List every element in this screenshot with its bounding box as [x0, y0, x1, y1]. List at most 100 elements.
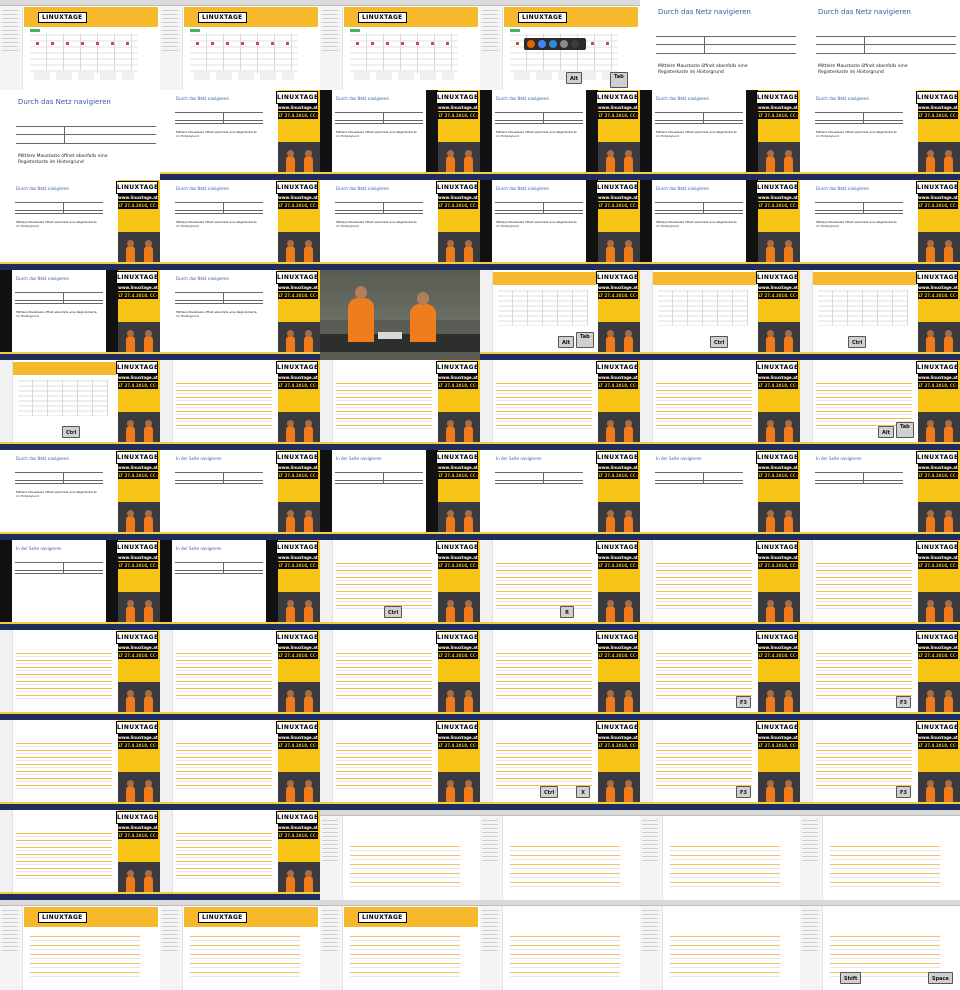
- speaker-figure: [766, 420, 775, 442]
- video-thumbnail[interactable]: In der Seite navigieren LINUXTAGE www.linu…: [160, 540, 320, 630]
- browser-sidebar: [160, 906, 183, 990]
- video-thumbnail[interactable]: LINUXTAGE Alt Tab: [480, 0, 640, 90]
- video-thumbnail[interactable]: LINUXTAGE www.linuxtage.at LT 27.4.2018, C…: [800, 270, 960, 360]
- speaker-figure: [624, 780, 633, 802]
- video-thumbnail[interactable]: In der Seite navigieren LINUXTAGE www.linu…: [160, 450, 320, 540]
- video-thumbnail[interactable]: Durch das Netz navigieren Mittlere Mausta…: [640, 0, 800, 90]
- video-thumbnail[interactable]: LINUXTAGE www.linuxtage.at LT 27.4.2018, C…: [320, 630, 480, 720]
- key-space-overlay: Space: [928, 972, 953, 984]
- video-thumbnail[interactable]: LINUXTAGE: [0, 0, 160, 90]
- browser-sidebar: [160, 6, 183, 90]
- video-thumbnail[interactable]: LINUXTAGE www.linuxtage.at LT 27.4.2018, C…: [480, 630, 640, 720]
- video-thumbnail[interactable]: LINUXTAGE: [0, 900, 160, 990]
- video-thumbnail[interactable]: Durch das Netz navigieren Mittlere Mausta…: [800, 0, 960, 90]
- video-thumbnail[interactable]: In der Seite navigieren LINUXTAGE www.linu…: [480, 450, 640, 540]
- video-thumbnail[interactable]: LINUXTAGE www.linuxtage.at LT 27.4.2018, C…: [800, 540, 960, 630]
- video-thumbnail[interactable]: Durch das Netz navigieren Mittlere Mausta…: [480, 90, 640, 180]
- video-thumbnail[interactable]: LINUXTAGE www.linuxtage.at LT 27.4.2018, C…: [640, 270, 800, 360]
- slide-title: In der Seite navigieren: [176, 546, 222, 551]
- stream-bottom-bar: [640, 804, 800, 810]
- video-thumbnail[interactable]: Durch das Netz navigieren Mittlere Mausta…: [160, 90, 320, 180]
- video-thumbnail[interactable]: LINUXTAGE www.linuxtage.at LT 27.4.2018, C…: [0, 810, 160, 900]
- video-thumbnail[interactable]: LINUXTAGE: [320, 900, 480, 990]
- shortcut-table: [175, 112, 263, 124]
- video-thumbnail[interactable]: Durch das Netz navigieren Mittlere Mausta…: [320, 180, 480, 270]
- video-thumbnail[interactable]: [640, 810, 800, 900]
- browser-sidebar: [0, 720, 13, 802]
- video-thumbnail[interactable]: In der Seite navigieren LINUXTAGE www.linu…: [800, 450, 960, 540]
- video-thumbnail[interactable]: Durch das Netz navigieren Mittlere Mausta…: [480, 180, 640, 270]
- video-thumbnail[interactable]: Durch das Netz navigieren Mittlere Mausta…: [800, 180, 960, 270]
- stream-license-label: LT 27.4.2018, CC-BY 3.0: [278, 112, 318, 125]
- speaker-figure: [446, 420, 455, 442]
- video-thumbnail[interactable]: LINUXTAGE: [160, 900, 320, 990]
- video-thumbnail[interactable]: LINUXTAGE www.linuxtage.at LT 27.4.2018, C…: [800, 720, 960, 810]
- video-thumbnail[interactable]: LINUXTAGE www.linuxtage.at LT 27.4.2018, C…: [0, 360, 160, 450]
- video-thumbnail[interactable]: [640, 900, 800, 990]
- stream-bottom-bar: [640, 354, 800, 360]
- article-text-lines: [816, 560, 912, 612]
- video-thumbnail[interactable]: Durch das Netz navigieren Mittlere Mausta…: [640, 180, 800, 270]
- shortcut-table: [15, 202, 103, 214]
- video-thumbnail[interactable]: LINUXTAGE www.linuxtage.at LT 27.4.2018, C…: [480, 720, 640, 810]
- video-thumbnail[interactable]: LINUXTAGE www.linuxtage.at LT 27.4.2018, C…: [320, 720, 480, 810]
- speaker-figure: [624, 690, 633, 712]
- video-thumbnail[interactable]: LINUXTAGE www.linuxtage.at LT 27.4.2018, C…: [480, 540, 640, 630]
- stream-license-label: LT 27.4.2018, CC-BY 3.0: [438, 112, 478, 125]
- video-thumbnail[interactable]: [480, 810, 640, 900]
- speaker-camera-inset: [598, 772, 640, 802]
- video-thumbnail[interactable]: Durch das Netz navigieren Mittlere Mausta…: [640, 90, 800, 180]
- video-thumbnail[interactable]: In der Seite navigieren LINUXTAGE www.linu…: [640, 450, 800, 540]
- video-thumbnail[interactable]: Durch das Netz navigieren Mittlere Mausta…: [160, 180, 320, 270]
- schedule-table: [18, 380, 108, 416]
- video-thumbnail[interactable]: LINUXTAGE: [160, 0, 320, 90]
- article-text-lines: [176, 740, 272, 792]
- video-thumbnail[interactable]: LINUXTAGE www.linuxtage.at LT 27.4.2018, C…: [160, 630, 320, 720]
- video-thumbnail[interactable]: LINUXTAGE www.linuxtage.at LT 27.4.2018, C…: [320, 360, 480, 450]
- video-thumbnail[interactable]: LINUXTAGE www.linuxtage.at LT 27.4.2018, C…: [160, 810, 320, 900]
- video-thumbnail[interactable]: LINUXTAGE www.linuxtage.at LT 27.4.2018, C…: [320, 540, 480, 630]
- video-thumbnail[interactable]: LINUXTAGE www.linuxtage.at LT 27.4.2018, C…: [480, 270, 640, 360]
- video-thumbnail[interactable]: [320, 270, 480, 360]
- article-text-lines: [830, 842, 940, 888]
- video-thumbnail[interactable]: Shift Space: [800, 900, 960, 990]
- video-thumbnail[interactable]: LINUXTAGE: [320, 0, 480, 90]
- video-thumbnail[interactable]: [320, 810, 480, 900]
- video-thumbnail[interactable]: LINUXTAGE www.linuxtage.at LT 27.4.2018, C…: [0, 630, 160, 720]
- video-thumbnail[interactable]: In der Seite navigieren LINUXTAGE www.linu…: [0, 540, 160, 630]
- slide-title: Durch das Netz navigieren: [176, 96, 230, 101]
- video-thumbnail[interactable]: LINUXTAGE www.linuxtage.at LT 27.4.2018, C…: [0, 720, 160, 810]
- browser-toolbar: [800, 900, 960, 906]
- shortcut-table: [656, 36, 796, 54]
- video-thumbnail[interactable]: LINUXTAGE www.linuxtage.at LT 27.4.2018, C…: [160, 720, 320, 810]
- speaker-figure: [286, 150, 295, 172]
- video-thumbnail[interactable]: LINUXTAGE www.linuxtage.at LT 27.4.2018, C…: [640, 360, 800, 450]
- video-thumbnail[interactable]: Durch das Netz navigieren Mittlere Mausta…: [320, 90, 480, 180]
- video-thumbnail[interactable]: LINUXTAGE www.linuxtage.at LT 27.4.2018, C…: [640, 540, 800, 630]
- video-thumbnail[interactable]: Durch das Netz navigieren Mittlere Mausta…: [0, 270, 160, 360]
- speaker-camera-inset: [278, 592, 320, 622]
- video-thumbnail[interactable]: Durch das Netz navigieren Mittlere Mausta…: [160, 270, 320, 360]
- shortcut-table: [495, 112, 583, 124]
- speaker-figure: [944, 510, 953, 532]
- stream-license-label: LT 27.4.2018, CC-BY 3.0: [758, 112, 798, 125]
- video-thumbnail[interactable]: Durch das Netz navigieren Mittlere Mausta…: [0, 180, 160, 270]
- stream-license-label: LT 27.4.2018, CC-BY 3.0: [278, 202, 318, 215]
- video-thumbnail[interactable]: LINUXTAGE www.linuxtage.at LT 27.4.2018, C…: [640, 630, 800, 720]
- video-thumbnail[interactable]: In der Seite navigieren LINUXTAGE www.linu…: [320, 450, 480, 540]
- video-thumbnail[interactable]: LINUXTAGE www.linuxtage.at LT 27.4.2018, C…: [800, 360, 960, 450]
- video-thumbnail[interactable]: LINUXTAGE www.linuxtage.at LT 27.4.2018, C…: [640, 720, 800, 810]
- linuxtage-logo: LINUXTAGE: [358, 12, 407, 23]
- video-thumbnail[interactable]: Durch das Netz navigieren Mittlere Mausta…: [0, 450, 160, 540]
- video-thumbnail[interactable]: LINUXTAGE www.linuxtage.at LT 27.4.2018, C…: [800, 630, 960, 720]
- video-thumbnail[interactable]: LINUXTAGE www.linuxtage.at LT 27.4.2018, C…: [160, 360, 320, 450]
- video-thumbnail[interactable]: LINUXTAGE www.linuxtage.at LT 27.4.2018, C…: [480, 360, 640, 450]
- video-thumbnail[interactable]: Durch das Netz navigieren Mittlere Mausta…: [0, 90, 160, 180]
- video-thumbnail[interactable]: Durch das Netz navigieren Mittlere Mausta…: [800, 90, 960, 180]
- speaker-figure: [606, 690, 615, 712]
- speaker-figure: [464, 780, 473, 802]
- stream-bottom-bar: [0, 804, 160, 810]
- video-thumbnail[interactable]: [800, 810, 960, 900]
- video-thumbnail[interactable]: [480, 900, 640, 990]
